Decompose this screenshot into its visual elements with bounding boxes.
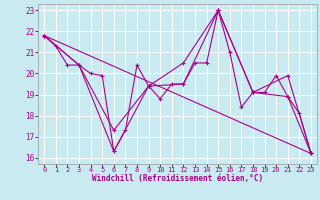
X-axis label: Windchill (Refroidissement éolien,°C): Windchill (Refroidissement éolien,°C) <box>92 174 263 183</box>
